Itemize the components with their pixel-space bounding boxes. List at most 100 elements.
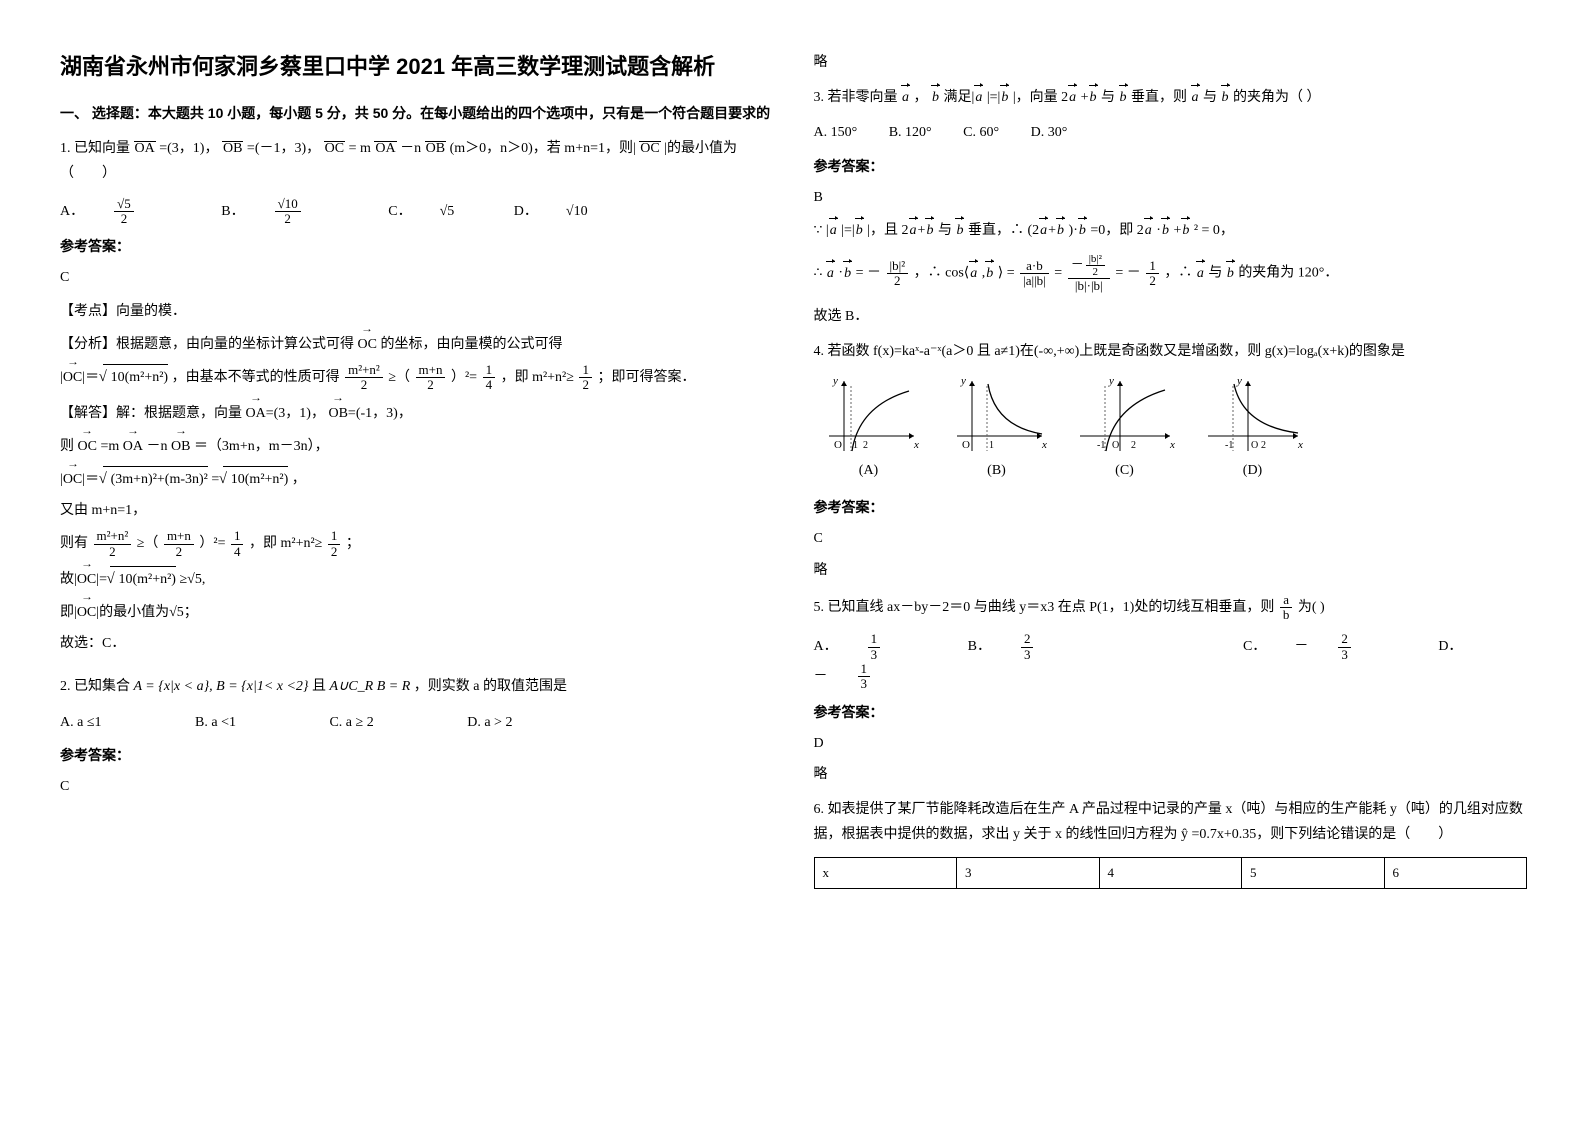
vec-a: a [901,85,910,110]
question-5: 5. 已知直线 ax－by－2＝0 与曲线 y＝x3 在点 P(1，1)处的切线… [814,593,1528,623]
q3-answer-label: 参考答案： [814,154,1528,179]
q1-opt-c: C．√5 [388,204,482,219]
table-cell: 6 [1384,858,1527,888]
graph-c-svg: xy -1O2 [1075,376,1175,456]
svg-text:y: y [1108,376,1114,387]
q2-union: A∪C_R B = R [330,679,411,694]
svg-text:O: O [1112,440,1119,451]
sqrt-expr1: 10(m²+n²) [103,364,169,390]
q1-opt-b: B．√102 [221,204,356,219]
q3-options: A. 150° B. 120° C. 60° D. 30° [814,120,1528,145]
svg-text:O: O [1251,440,1258,451]
svg-text:2: 2 [1261,440,1266,451]
q5-options: A．13 B．23 C．－23 D．－13 [814,632,1528,691]
q1-also: 又由 m+n=1， [60,498,774,523]
table-cell: 5 [1242,858,1385,888]
svg-text:1: 1 [989,440,994,451]
q1-stem-b: =(3，1)， [159,141,218,156]
table-cell: x [814,858,957,888]
q4-answer-label: 参考答案： [814,495,1528,520]
svg-text:x: x [1041,439,1047,451]
q3-work-line2: ∴ a ·b = － |b|²2 ，∴ cos⟨a ,b ⟩ = a·b|a||… [814,253,1528,293]
svg-text:O: O [962,439,970,451]
q4-graph-b: xy O 1 (B) [942,376,1052,483]
vec-ob2: OB [425,141,446,156]
q2-opt-a: A. a ≤1 [60,715,102,730]
q6-table: x 3 4 5 6 [814,857,1528,888]
q1-options: A．√52 B．√102 C．√5 D．√10 [60,197,774,227]
graph-d-label: (D) [1198,458,1308,483]
graph-a-label: (A) [814,458,924,483]
vec-ob: OB [222,141,243,156]
q1-stem-a: 1. 已知向量 [60,141,130,156]
q1-stem-e: －n [400,141,421,156]
q5-opt-b: B．23 [968,639,1090,654]
q1-solve: 【解答】解：根据题意，向量 OA=(3，1)， OB=(-1，3)， [60,399,774,426]
q1-analysis: 【分析】根据题意，由向量的坐标计算公式可得 OC 的坐标，由向量模的公式可得 [60,330,774,357]
svg-text:-1: -1 [1225,440,1233,451]
graph-c-label: (C) [1070,458,1180,483]
q2-opt-c: C. a ≥ 2 [329,715,373,730]
q5-answer: D [814,731,1528,756]
q1-point: 【考点】向量的模． [60,299,774,324]
vec-oa: OA [134,141,156,156]
question-2: 2. 已知集合 A = {x|x < a}, B = {x|1< x <2} 且… [60,674,774,699]
q2-set-a: A = {x|x < a}, B = {x|1< x <2} [134,679,309,694]
graph-b-svg: x y O 1 [947,376,1047,456]
vec-b: b [931,85,940,110]
q4-graphs: xy O 12 (A) xy O 1 (B) [814,376,1528,483]
graph-d-svg: x y -1 O2 [1203,376,1303,456]
svg-text:y: y [1236,376,1242,387]
q1-gu: 故|OC|= 10(m²+n²) ≥√5, [60,565,774,592]
q4-graph-d: x y -1 O2 (D) [1198,376,1308,483]
q4-answer: C [814,526,1528,551]
question-3: 3. 若非零向量 a ， b 满足|a |=|b |，向量 2a +b 与 b … [814,85,1528,110]
table-cell: 3 [957,858,1100,888]
q3-opt-b: B. 120° [889,125,932,140]
svg-text:2: 2 [863,440,868,451]
question-6: 6. 如表提供了某厂节能降耗改造后在生产 A 产品过程中记录的产量 x（吨）与相… [814,797,1528,847]
q2-answer-label: 参考答案： [60,743,774,768]
left-column: 湖南省永州市何家洞乡蔡里口中学 2021 年高三数学理测试题含解析 一、 选择题… [60,50,774,1072]
table-row: x 3 4 5 6 [814,858,1527,888]
question-4: 4. 若函数 f(x)=kaˣ-a⁻ˣ(a＞0 且 a≠1)在(-∞,+∞)上既… [814,339,1528,364]
q1-pick: 故选：C． [60,631,774,656]
svg-text:x: x [1297,439,1303,451]
section-1-heading: 一、 选择题：本大题共 10 小题，每小题 5 分，共 50 分。在每小题给出的… [60,101,774,126]
q1-mod-line2: |OC|＝ (3m+n)²+(m-3n)² = 10(m²+n²) ， [60,465,774,492]
vec-oc: OC [324,141,345,156]
q3-answer: B [814,185,1528,210]
q1-answer: C [60,265,774,290]
q1-stem-f: (m＞0，n＞0)，若 m+n=1，则| [450,141,636,156]
q1-ie2: 即|OC|的最小值为√5； [60,598,774,625]
graph-a-svg: xy O 12 [819,376,919,456]
svg-text:2: 2 [1131,440,1136,451]
right-column: 略 3. 若非零向量 a ， b 满足|a |=|b |，向量 2a +b 与 … [814,50,1528,1072]
yhat: ŷ [1181,827,1188,842]
svg-text:y: y [960,376,966,387]
q1-then-line: 则 OC =m OA －n OB ＝（3m+n，m－3n）， [60,432,774,459]
q3-opt-a: A. 150° [814,125,858,140]
svg-text:x: x [913,439,919,451]
q2-opt-d: D. a > 2 [467,715,512,730]
vec-oc2: OC [639,141,660,156]
q1-stem-d: = m [349,141,371,156]
q1-opt-d: D．√10 [514,204,616,219]
q1-answer-label: 参考答案： [60,234,774,259]
q1-line-modulus: |OC|＝ 10(m²+n²) ，由基本不等式的性质可得 m²+n²2 ≥（ m… [60,363,774,393]
q3-opt-d: D. 30° [1031,125,1068,140]
q5-lue: 略 [814,762,1528,787]
doc-title: 湖南省永州市何家洞乡蔡里口中学 2021 年高三数学理测试题含解析 [60,50,774,83]
q5-opt-a: A．13 [814,639,937,654]
q2-options: A. a ≤1 B. a <1 C. a ≥ 2 D. a > 2 [60,710,774,735]
q5-opt-c: C．－23 [1243,639,1407,654]
svg-text:O: O [834,439,842,451]
vec-oc-arrow: OC [358,330,377,357]
vec-oa2: OA [374,141,396,156]
svg-text:y: y [832,376,838,387]
svg-text:x: x [1169,439,1175,451]
q5-answer-label: 参考答案： [814,700,1528,725]
q2-lue: 略 [814,50,1528,75]
q4-graph-a: xy O 12 (A) [814,376,924,483]
q3-work-line1: ∵ |a |=|b |，且 2a+b 与 b 垂直，∴ (2a+b )·b =0… [814,218,1528,243]
